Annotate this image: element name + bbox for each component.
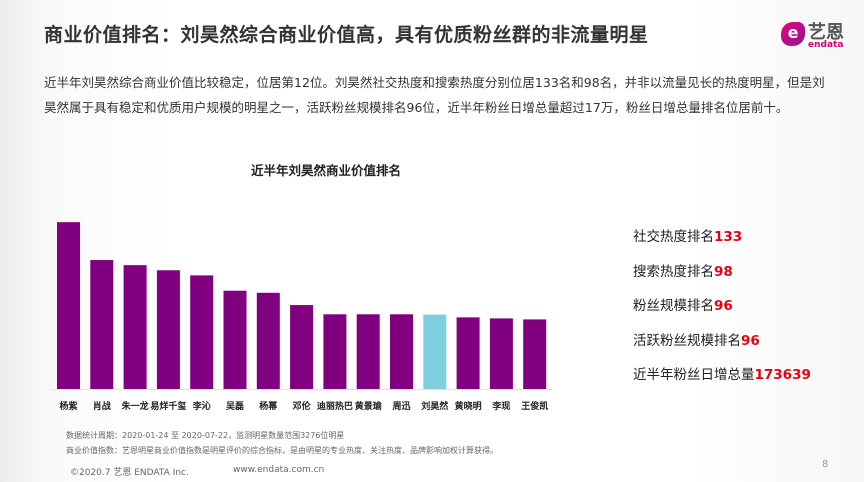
footer-copyright: ©2020.7 艺恩 ENDATA Inc. [70, 468, 189, 478]
stat-item: 活跃粉丝规模排名96 [633, 329, 760, 349]
x-tick-label: 王俊凯 [521, 400, 548, 412]
page-number: 8 [822, 459, 829, 470]
bar-吴磊 [223, 290, 247, 389]
stat-label: 活跃粉丝规模排名 [633, 333, 741, 349]
x-tick-label: 易烊千玺 [150, 400, 186, 412]
x-tick-label: 周迅 [392, 400, 410, 412]
x-tick-label: 李现 [491, 400, 510, 412]
bar-邓伦 [290, 305, 314, 389]
x-tick-label: 迪丽热巴 [317, 400, 353, 412]
stat-value: 133 [714, 229, 743, 245]
logo-en: endata [808, 40, 844, 50]
bar-李现 [489, 318, 513, 389]
footer-website[interactable]: www.endata.com.cn [233, 465, 325, 475]
summary-paragraph: 近半年刘昊然综合商业价值比较稳定，位居第12位。刘昊然社交热度和搜索热度分别位居… [44, 75, 825, 115]
bar-刘昊然 [423, 314, 447, 389]
endata-logo-icon: e [781, 22, 805, 46]
x-tick-label: 李沁 [192, 400, 211, 412]
bar-杨幂 [256, 292, 280, 389]
stat-value: 96 [741, 333, 760, 349]
chart-title: 近半年刘昊然商业价值排名 [250, 163, 401, 178]
page-title: 商业价值排名：刘昊然综合商业价值高，具有优质粉丝群的非流量明星 [44, 24, 649, 46]
note-definition: 商业价值指数：艺恩明星商业价值指数是明星评价的综合指标，是由明星的专业热度、关注… [66, 446, 498, 455]
bar-黄晓明 [456, 317, 480, 389]
bar-chart: 杨紫 肖战 朱一龙 易烊千玺 李沁 吴磊 杨幂 邓伦 迪丽热巴 黄景瑜 周迅 刘昊然 黄晓明 李现 王俊凯 [50, 222, 552, 412]
bar-李沁 [190, 275, 214, 389]
x-tick-label: 吴磊 [226, 400, 244, 412]
note-period: 数据统计周期：2020-01-24 至 2020-07-22，监测明星数量范围3… [66, 431, 345, 440]
stat-item: 近半年粉丝日增总量173639 [633, 363, 811, 383]
stat-item: 粉丝规模排名96 [633, 294, 733, 314]
bar-易烊千玺 [156, 270, 180, 389]
bar-王俊凯 [523, 319, 547, 389]
stat-value: 173639 [754, 367, 811, 383]
stat-item: 搜索热度排名98 [633, 260, 733, 280]
x-tick-label: 黄景瑜 [355, 400, 383, 412]
endata-logo: e 艺恩 endata [781, 18, 851, 52]
bar-周迅 [390, 314, 413, 389]
stat-value: 96 [714, 298, 733, 314]
x-tick-label: 邓伦 [293, 400, 312, 412]
bar-肖战 [90, 260, 114, 389]
x-tick-label: 朱一龙 [121, 400, 149, 412]
x-tick-label: 杨幂 [259, 400, 278, 412]
stat-value: 98 [714, 264, 733, 280]
x-tick-label: 杨紫 [59, 400, 77, 412]
x-tick-label: 黄晓明 [455, 400, 482, 412]
stat-item: 社交热度排名133 [633, 225, 742, 245]
bar-迪丽热巴 [323, 314, 347, 389]
bar-杨紫 [57, 222, 80, 389]
stat-label: 近半年粉丝日增总量 [633, 367, 755, 383]
stat-label: 搜索热度排名 [633, 264, 714, 280]
x-tick-label: 肖战 [93, 400, 111, 412]
x-tick-label: 刘昊然 [421, 400, 448, 412]
bar-黄景瑜 [356, 314, 380, 389]
stat-label: 粉丝规模排名 [633, 298, 714, 314]
stat-label: 社交热度排名 [633, 229, 714, 245]
logo-cn: 艺恩 [808, 22, 844, 43]
bar-朱一龙 [123, 265, 147, 389]
